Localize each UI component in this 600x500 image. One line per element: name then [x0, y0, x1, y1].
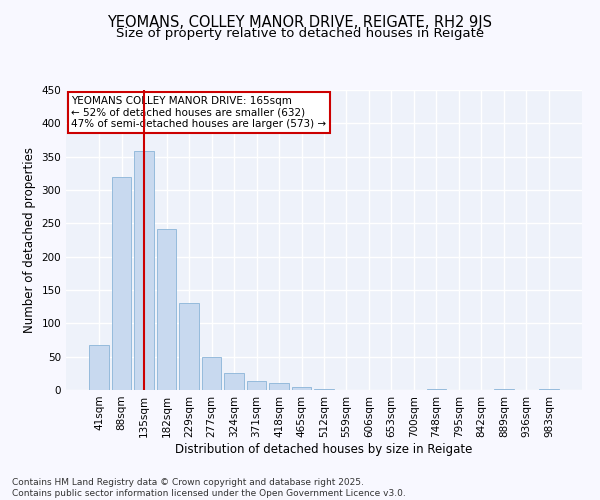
Bar	[247, 380, 266, 390]
Bar	[89, 346, 109, 390]
X-axis label: Distribution of detached houses by size in Reigate: Distribution of detached houses by size …	[175, 442, 473, 456]
Bar	[269, 384, 289, 390]
Bar	[157, 230, 176, 390]
Text: YEOMANS COLLEY MANOR DRIVE: 165sqm
← 52% of detached houses are smaller (632)
47: YEOMANS COLLEY MANOR DRIVE: 165sqm ← 52%…	[71, 96, 326, 129]
Bar	[112, 176, 131, 390]
Bar	[292, 388, 311, 390]
Bar	[202, 358, 221, 390]
Bar	[134, 152, 154, 390]
Text: Contains HM Land Registry data © Crown copyright and database right 2025.
Contai: Contains HM Land Registry data © Crown c…	[12, 478, 406, 498]
Bar	[494, 388, 514, 390]
Bar	[179, 304, 199, 390]
Text: YEOMANS, COLLEY MANOR DRIVE, REIGATE, RH2 9JS: YEOMANS, COLLEY MANOR DRIVE, REIGATE, RH…	[107, 15, 493, 30]
Text: Size of property relative to detached houses in Reigate: Size of property relative to detached ho…	[116, 28, 484, 40]
Y-axis label: Number of detached properties: Number of detached properties	[23, 147, 36, 333]
Bar	[224, 372, 244, 390]
Bar	[539, 388, 559, 390]
